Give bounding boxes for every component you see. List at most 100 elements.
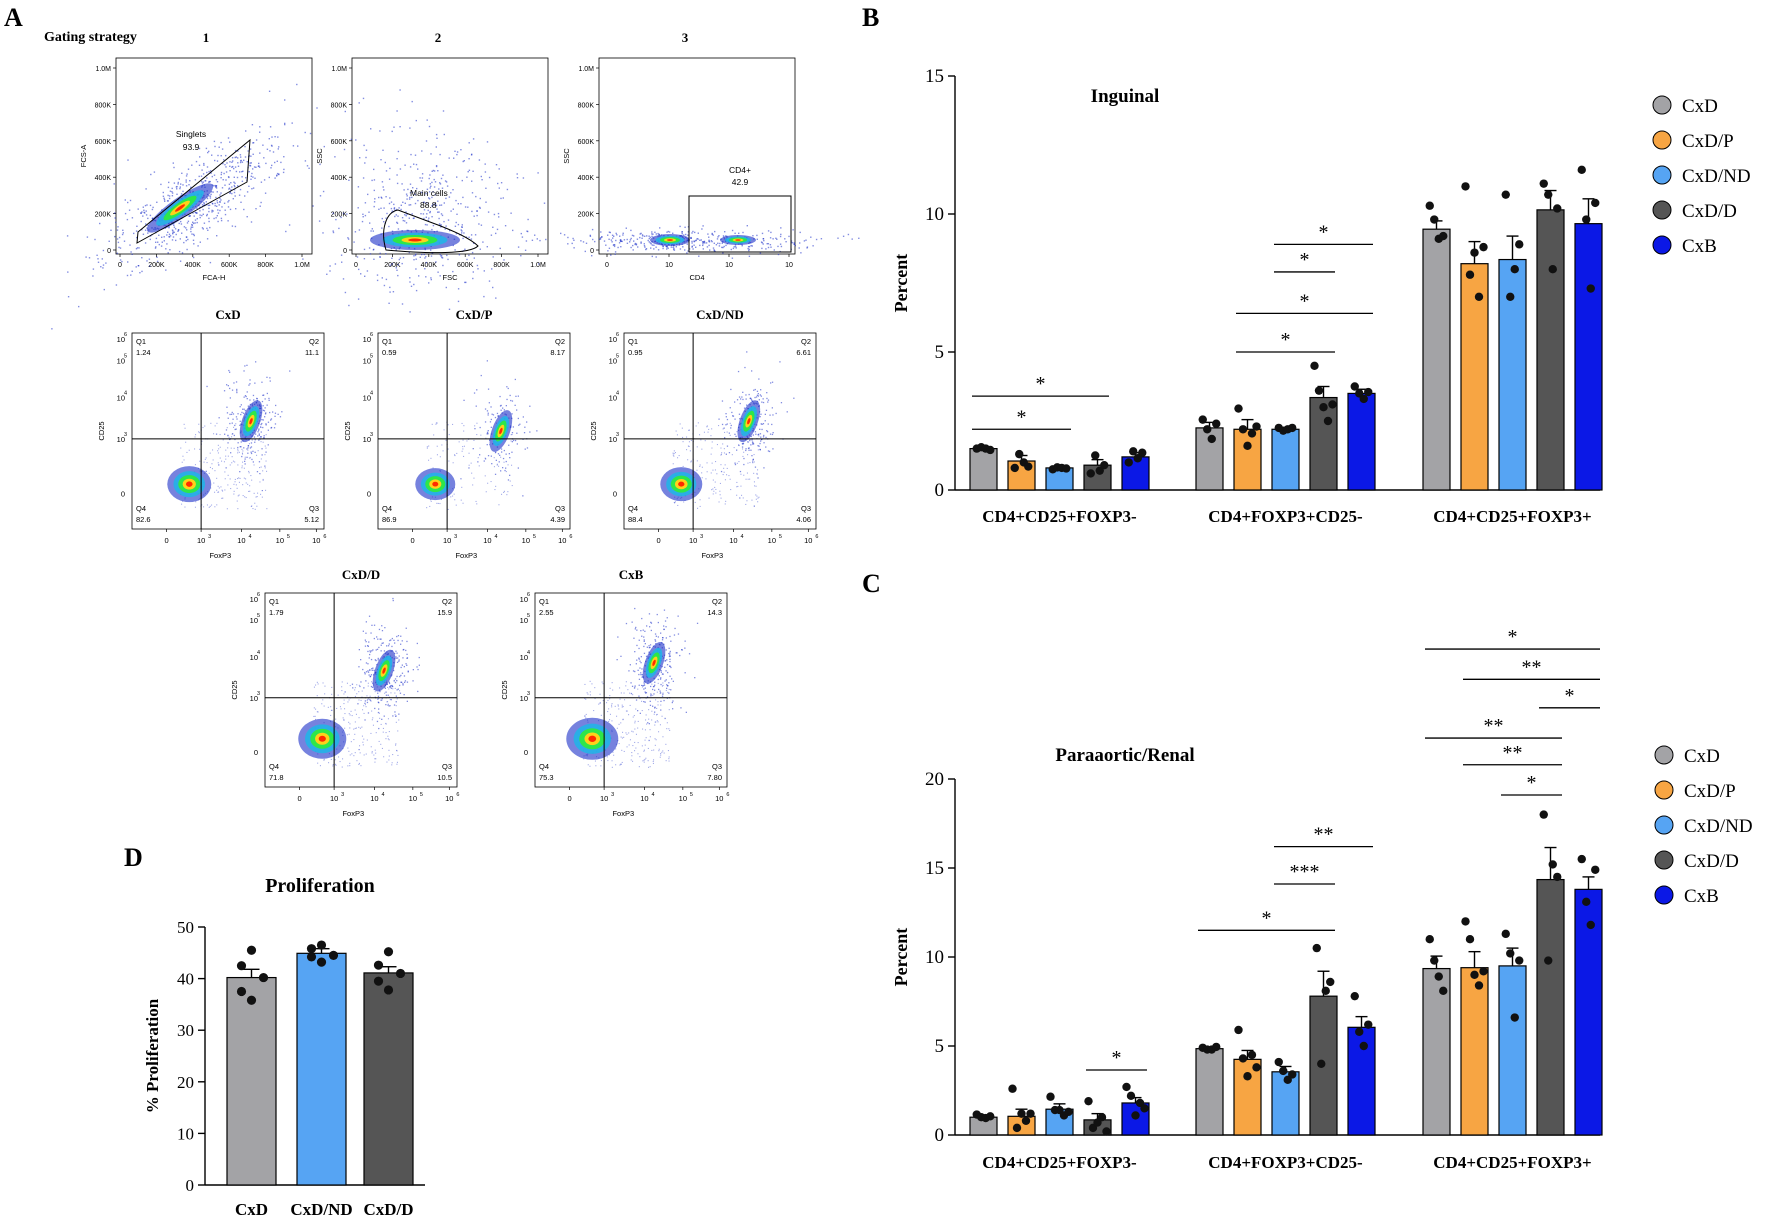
event-dot [470, 462, 472, 464]
event-dot [205, 470, 207, 472]
event-dot [632, 760, 634, 762]
data-point [1126, 1091, 1136, 1101]
main-dot [348, 179, 350, 181]
y-axis-label: % Proliferation [143, 998, 162, 1113]
main-dot [473, 242, 475, 244]
main-dot [318, 220, 321, 222]
cd4-dot [499, 247, 501, 250]
event-dot [377, 711, 380, 714]
singlets-dot [155, 241, 157, 243]
event-dot [443, 429, 445, 431]
main-dot [399, 89, 401, 91]
main-dot [473, 257, 475, 259]
singlets-dot [131, 270, 133, 272]
event-dot [669, 650, 671, 653]
event-dot [262, 470, 264, 472]
main-dot [346, 213, 348, 215]
event-dot [721, 423, 724, 426]
event-dot [261, 496, 263, 498]
main-dot [370, 128, 372, 130]
event-dot [745, 448, 747, 450]
event-dot [654, 711, 656, 713]
x-tick-label: 200K [148, 262, 165, 269]
main-dot [431, 216, 433, 218]
cd4-dot [655, 256, 657, 258]
singlets-dot [208, 170, 210, 173]
main-dot [413, 217, 415, 219]
singlets-dot [245, 177, 247, 179]
event-dot [183, 423, 185, 425]
main-dot [440, 213, 443, 215]
event-dot [696, 446, 698, 448]
log-exponent: 3 [208, 534, 211, 540]
event-dot [387, 703, 389, 705]
x-tick-label: 10 [785, 262, 793, 269]
significance-mark: * [1527, 772, 1537, 794]
singlets-dot [172, 236, 175, 238]
x-tick-label: 600K [221, 262, 238, 269]
singlets-dot [86, 236, 89, 238]
event-dot [609, 719, 611, 721]
data-point [1586, 920, 1595, 930]
event-dot [637, 742, 639, 744]
main-dot [396, 110, 398, 112]
event-dot [649, 729, 651, 731]
singlets-hot-core [175, 204, 185, 212]
main-dot [391, 257, 393, 259]
singlets-dot [268, 90, 271, 92]
event-dot [494, 489, 496, 491]
singlets-dot [110, 229, 112, 231]
event-dot [780, 402, 783, 404]
q1-value: 0.95 [628, 348, 643, 357]
main-dot [431, 181, 433, 184]
data-point [236, 961, 247, 971]
main-dot [388, 178, 391, 180]
singlets-dot [232, 198, 234, 200]
event-dot [714, 486, 716, 488]
singlets-dot [126, 218, 129, 221]
log-tick-label: 10 [276, 536, 284, 545]
significance-mark: * [1017, 406, 1027, 428]
main-dot [477, 268, 479, 270]
main-dot [428, 177, 430, 180]
y-tick-label: 800K [95, 102, 112, 109]
singlets-dot [309, 132, 312, 135]
event-dot [260, 426, 262, 428]
cd4-dot [708, 240, 710, 242]
singlets-dot [227, 201, 229, 203]
cd4-dot [601, 236, 603, 238]
data-point [306, 952, 317, 962]
singlets-dot [274, 161, 276, 164]
q1-label: Q1 [269, 597, 279, 606]
event-dot [232, 413, 235, 415]
cd4-dot [730, 248, 732, 251]
singlets-dot [185, 181, 187, 183]
event-dot [599, 702, 601, 704]
event-dot [463, 399, 465, 401]
event-dot [771, 407, 773, 409]
event-dot [741, 443, 744, 445]
cd4-dot [637, 246, 639, 248]
singlets-dot [118, 236, 121, 239]
singlets-dot [108, 240, 110, 242]
event-dot [705, 478, 707, 480]
singlets-dot [192, 212, 194, 214]
event-dot [730, 489, 732, 491]
cd4-dot [633, 240, 635, 242]
event-dot [669, 675, 671, 677]
quadrant-plot-title: CxB [619, 567, 644, 582]
event-dot [377, 701, 379, 703]
event-dot [394, 714, 396, 716]
event-dot [393, 680, 395, 682]
cd4-dot [672, 246, 674, 248]
event-dot [643, 701, 645, 703]
event-dot [651, 683, 653, 685]
event-dot [650, 621, 652, 623]
event-dot [643, 750, 645, 752]
event-dot [736, 486, 738, 488]
singlets-dot [219, 194, 221, 196]
event-dot [663, 625, 665, 627]
y-tick-label: 1.0M [95, 66, 111, 73]
event-dot [750, 398, 752, 400]
singlets-dot [219, 197, 221, 200]
